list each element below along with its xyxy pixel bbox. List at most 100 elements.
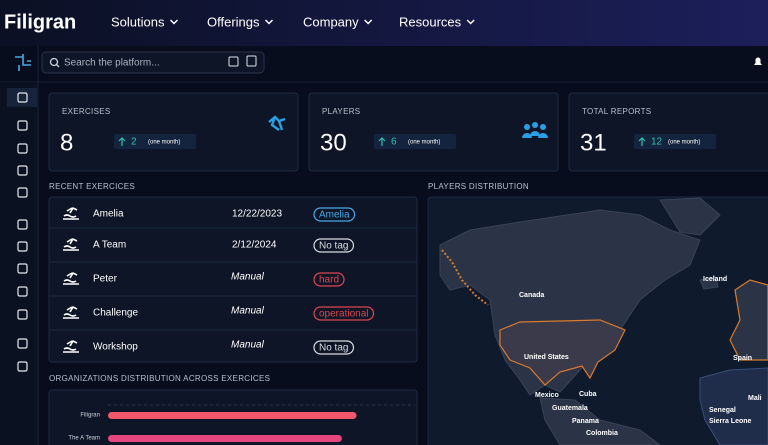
brand[interactable]: Filigran xyxy=(4,11,76,33)
card-icon xyxy=(538,133,548,138)
sidebar-icon[interactable] xyxy=(17,219,28,230)
stat-label: PLAYERS xyxy=(322,107,360,116)
trend-arrow xyxy=(118,137,126,146)
trend-delta: 12 xyxy=(651,137,663,148)
trend-period: (one month) xyxy=(668,140,700,146)
search-placeholder: Search the platform... xyxy=(64,58,160,69)
exercise-icon xyxy=(63,237,79,251)
exercise-icon xyxy=(63,339,79,353)
exercise-name[interactable]: Workshop xyxy=(93,342,138,353)
map-label: Iceland xyxy=(703,276,727,283)
tag-label: No tag xyxy=(319,241,348,252)
sidebar-icon[interactable] xyxy=(17,120,28,131)
chevron[interactable] xyxy=(264,19,274,25)
exercise-table xyxy=(48,196,418,363)
sidebar-icon[interactable] xyxy=(17,92,28,103)
app-logo[interactable] xyxy=(15,54,31,71)
sidebar-icon[interactable] xyxy=(17,338,28,349)
tag xyxy=(313,340,355,355)
map-label: Spain xyxy=(733,355,752,362)
exercise-date: 2/12/2024 xyxy=(232,240,277,251)
nav-item[interactable]: Resources xyxy=(399,14,462,29)
tag-label: hard xyxy=(319,275,339,286)
sidebar-icon[interactable] xyxy=(17,165,28,176)
map-label: Cuba xyxy=(579,391,597,398)
sidebar-icon[interactable] xyxy=(17,263,28,274)
stat-card xyxy=(308,92,559,172)
sidebar-icon[interactable] xyxy=(17,241,28,252)
sidebar-icon[interactable] xyxy=(17,187,28,198)
chevron[interactable] xyxy=(364,19,373,25)
section-title: PLAYERS DISTRIBUTION xyxy=(428,182,529,191)
map-label: Senegal xyxy=(709,407,736,414)
chevron[interactable] xyxy=(466,19,475,25)
stat-card xyxy=(568,92,768,172)
tag-label: operational xyxy=(319,309,368,320)
bar xyxy=(108,435,342,442)
search-icon xyxy=(49,57,59,67)
highlighted-coast xyxy=(441,249,489,306)
bar-label: Filigran xyxy=(80,413,100,419)
nav-item[interactable]: Company xyxy=(303,14,359,29)
tag xyxy=(313,306,375,321)
card-icon xyxy=(524,124,530,130)
search-icon xyxy=(56,64,60,68)
trend-arrow xyxy=(638,137,646,146)
exercise-icon xyxy=(63,305,79,319)
sidebar-icon[interactable] xyxy=(17,309,28,320)
stat-card xyxy=(48,92,299,172)
sidebar-icon[interactable] xyxy=(17,143,28,154)
exercise-date: Manual xyxy=(231,340,265,351)
land xyxy=(699,367,768,445)
sidebar-active xyxy=(7,88,37,107)
exercise-icon xyxy=(63,271,79,285)
tag xyxy=(313,238,355,253)
stat-value: 31 xyxy=(580,129,607,156)
sidebar-icon[interactable] xyxy=(17,286,28,297)
stat-value: 8 xyxy=(60,129,73,156)
exercise-name[interactable]: Amelia xyxy=(93,209,124,220)
map-label: Mexico xyxy=(535,392,559,399)
exercise-date: Manual xyxy=(231,306,265,317)
tag-label: No tag xyxy=(319,343,348,354)
search-tool-icon[interactable] xyxy=(228,56,239,67)
search-tool-icon[interactable] xyxy=(246,55,257,67)
section-title: ORGANIZATIONS DISTRIBUTION ACROSS EXERCI… xyxy=(49,374,270,383)
top-nav xyxy=(0,0,768,46)
bar xyxy=(108,412,357,419)
land xyxy=(699,276,719,290)
stat-label: TOTAL REPORTS xyxy=(582,107,651,116)
map-label: United States xyxy=(524,354,569,361)
trend-period: (one month) xyxy=(408,140,440,146)
trend-badge xyxy=(634,134,716,149)
card-icon xyxy=(268,115,286,131)
card-icon xyxy=(530,131,540,136)
exercise-date: Manual xyxy=(231,272,265,283)
trend-badge xyxy=(114,134,196,149)
exercise-name[interactable]: A Team xyxy=(93,240,126,251)
map-label: Canada xyxy=(519,292,544,299)
notification-icon[interactable] xyxy=(754,57,762,66)
exercise-name[interactable]: Peter xyxy=(93,274,118,285)
card-icon xyxy=(522,133,532,138)
nav-item[interactable]: Offerings xyxy=(207,14,260,29)
card-icon xyxy=(532,122,538,128)
bar-label: The A Team xyxy=(68,436,100,442)
tag xyxy=(313,207,356,222)
stat-label: EXERCISES xyxy=(62,107,111,116)
exercise-name[interactable]: Challenge xyxy=(93,308,138,319)
nav-item[interactable]: Solutions xyxy=(111,14,165,29)
search-box[interactable] xyxy=(41,51,265,74)
map-label: Colombia xyxy=(586,430,618,437)
map-label: Panama xyxy=(572,418,599,425)
trend-arrow xyxy=(378,137,386,146)
land xyxy=(659,197,721,236)
sidebar-icon[interactable] xyxy=(17,361,28,372)
trend-period: (one month) xyxy=(148,140,180,146)
map xyxy=(439,197,768,445)
section-title: RECENT EXERCICES xyxy=(49,182,135,191)
map-label: Mali xyxy=(748,395,762,402)
exercise-date: 12/22/2023 xyxy=(232,209,282,220)
chevron[interactable] xyxy=(169,19,179,25)
